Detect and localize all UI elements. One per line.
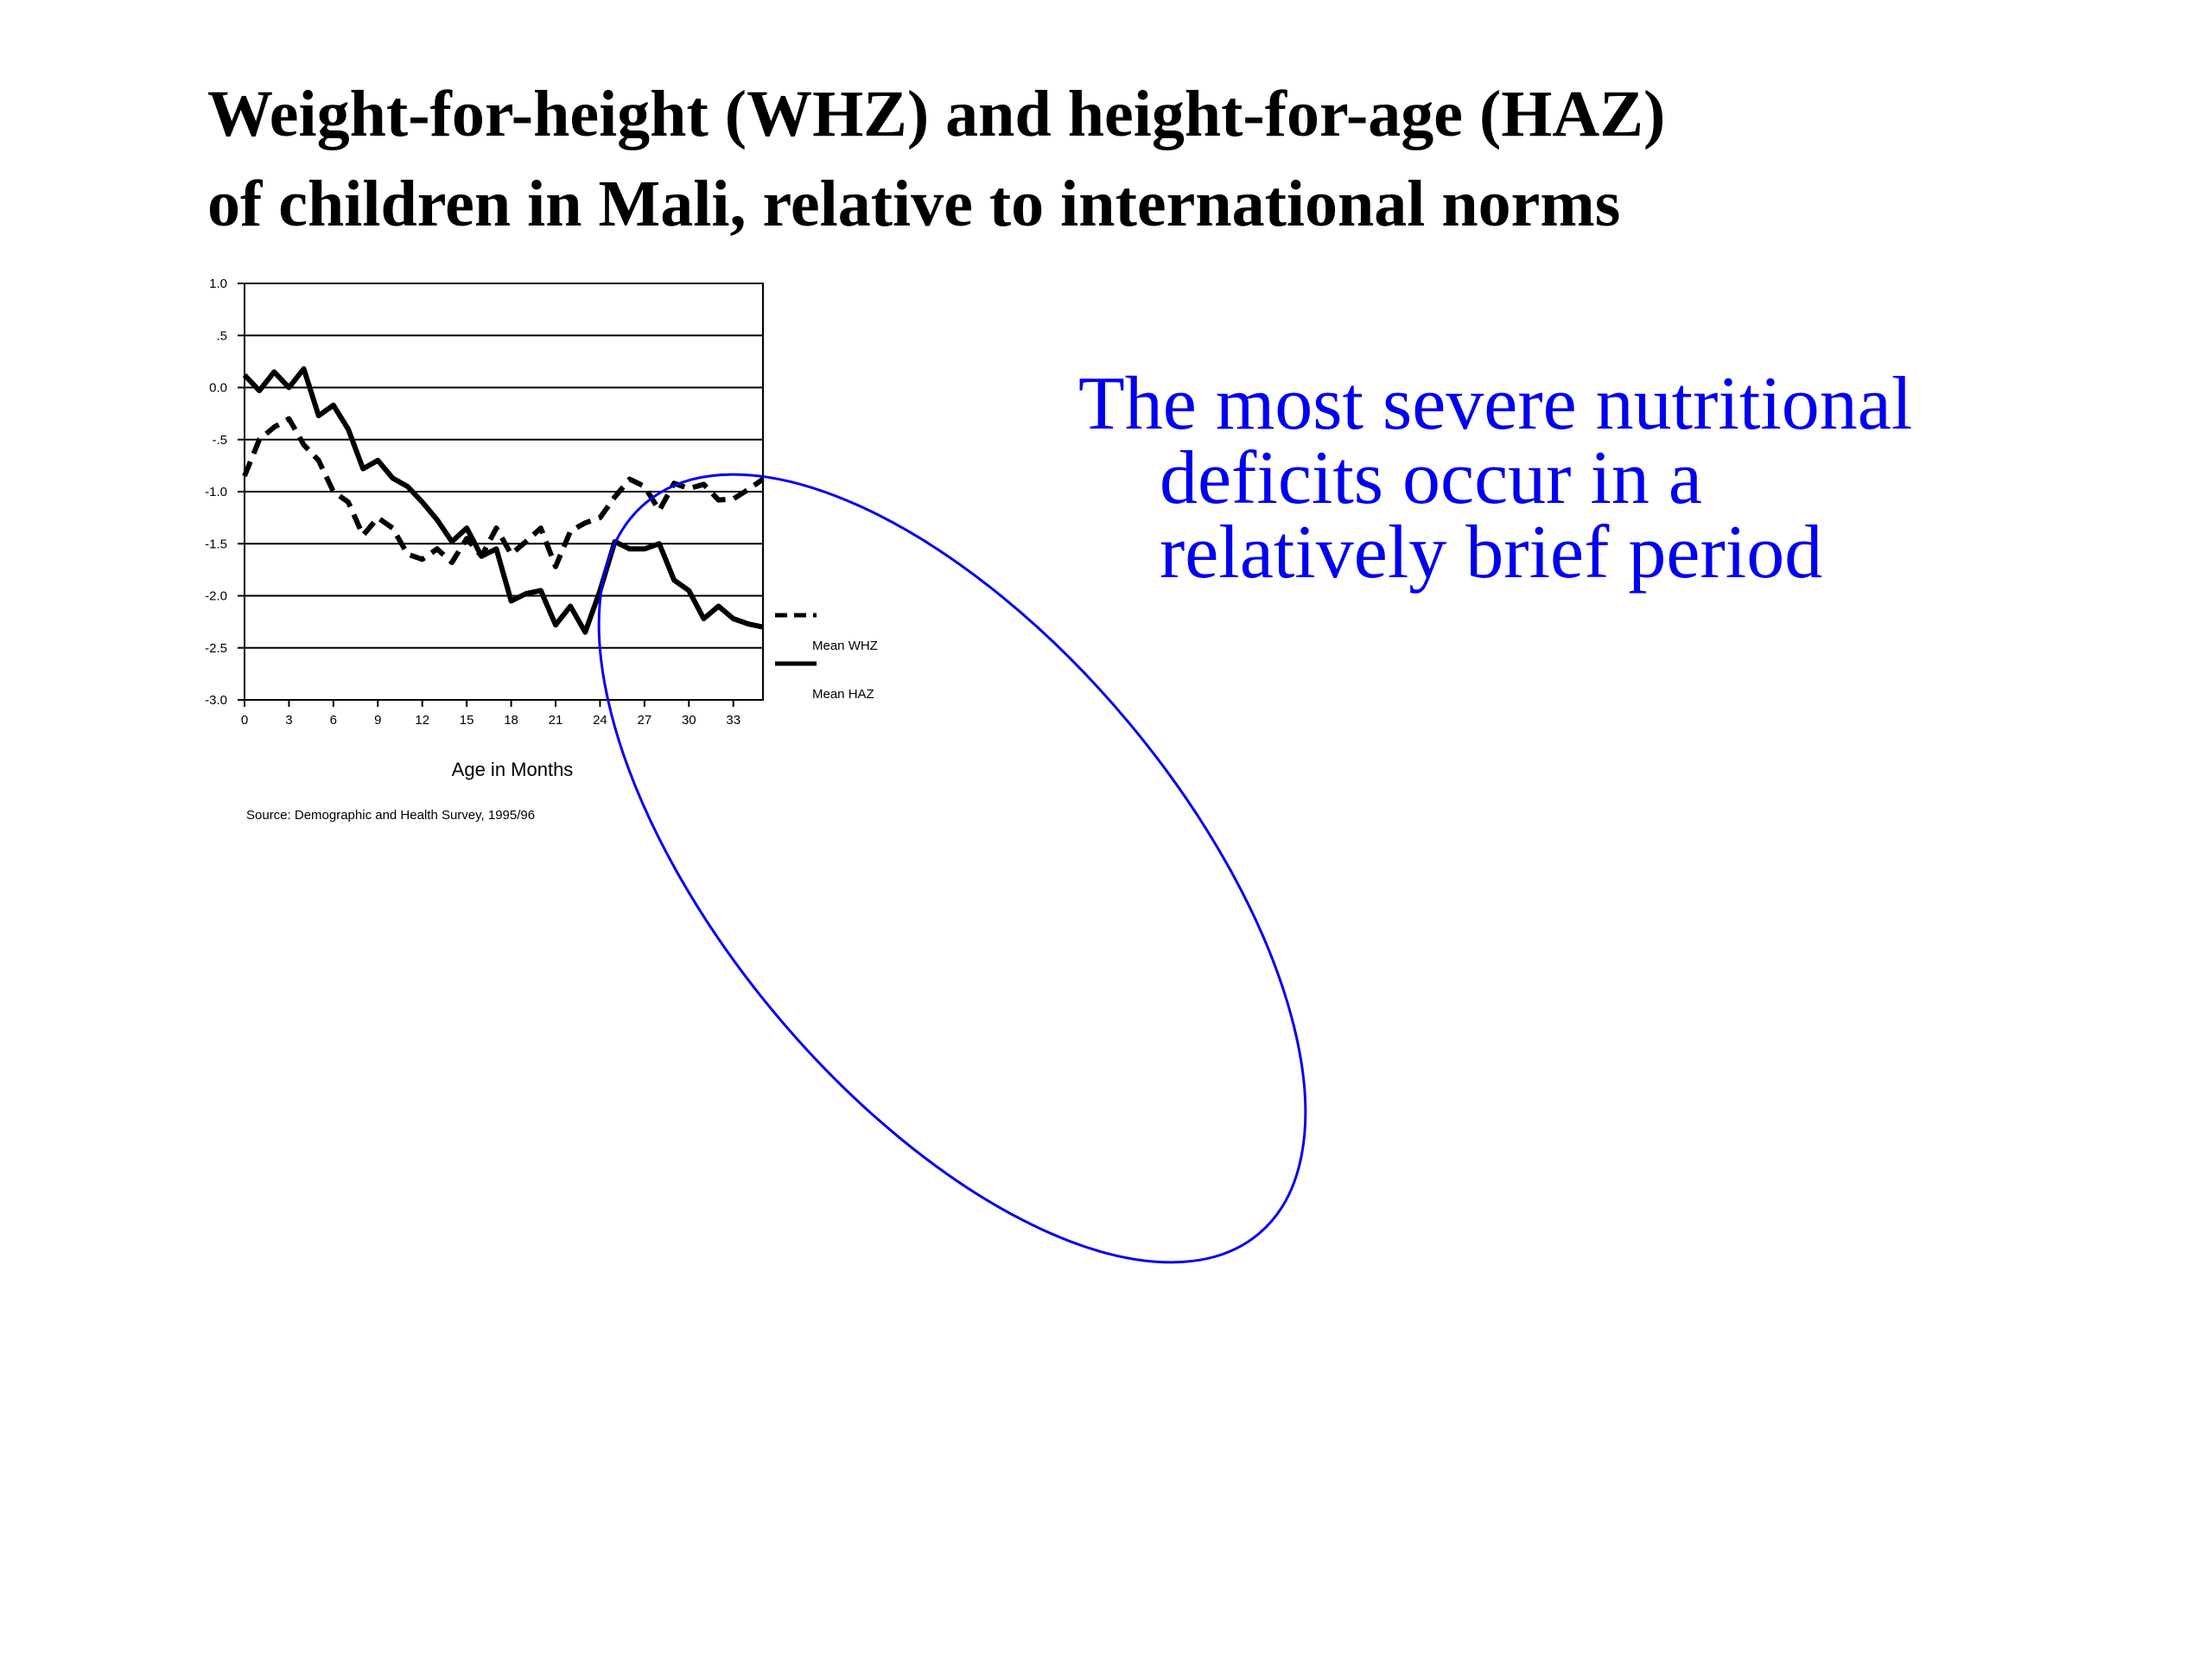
slide-title: Weight-for-height (WHZ) and height-for-a… bbox=[207, 69, 1936, 249]
legend-label: Mean HAZ bbox=[812, 687, 874, 702]
x-axis-label: Age in Months bbox=[452, 759, 574, 780]
slide-title-line: Weight-for-height (WHZ) and height-for-a… bbox=[207, 78, 1666, 150]
y-tick-label: 1.0 bbox=[209, 276, 227, 291]
x-tick-label: 18 bbox=[504, 713, 518, 728]
x-tick-label: 3 bbox=[285, 713, 292, 728]
x-tick-label: 33 bbox=[726, 713, 741, 728]
y-tick-label: 0.0 bbox=[209, 381, 227, 396]
y-tick-label: -1.5 bbox=[205, 537, 227, 551]
y-tick-label: .5 bbox=[216, 328, 227, 343]
x-tick-label: 9 bbox=[374, 713, 381, 728]
x-tick-label: 21 bbox=[549, 713, 563, 728]
x-tick-label: 0 bbox=[241, 713, 248, 728]
callout-line: relatively brief period bbox=[1160, 511, 1823, 594]
x-tick-label: 24 bbox=[593, 713, 607, 728]
x-axis-ticks: 0 3 6 9 12 15 18 21 24 27 30 33 bbox=[241, 700, 741, 728]
x-tick-label: 15 bbox=[460, 713, 474, 728]
legend: Mean WHZ Mean HAZ bbox=[775, 613, 878, 702]
x-tick-label: 30 bbox=[682, 713, 696, 728]
x-tick-label: 12 bbox=[415, 713, 429, 728]
grid-lines bbox=[245, 283, 763, 701]
series-line-mean-haz bbox=[242, 365, 764, 635]
y-tick-label: -2.5 bbox=[205, 641, 227, 656]
callout-line: The most severe nutritional bbox=[1078, 362, 1913, 446]
slide-title-line: of children in Mali, relative to interna… bbox=[207, 168, 1621, 240]
y-axis-ticks: 1.0 .5 0.0 -.5 -1.0 -1.5 -2.0 -2.5 -3.0 bbox=[205, 276, 245, 708]
callout-text: The most severe nutritional deficits occ… bbox=[1078, 362, 2202, 594]
highlight-ellipse bbox=[597, 473, 1307, 1264]
callout-line: deficits occur in a bbox=[1160, 436, 1702, 520]
legend-label: Mean WHZ bbox=[812, 639, 878, 653]
source-note: Source: Demographic and Health Survey, 1… bbox=[246, 808, 535, 823]
series-lines bbox=[242, 365, 765, 635]
y-tick-label: -1.0 bbox=[205, 485, 227, 499]
y-tick-label: -.5 bbox=[212, 433, 227, 448]
x-tick-label: 27 bbox=[638, 713, 652, 728]
x-tick-label: 6 bbox=[330, 713, 337, 728]
y-tick-label: -3.0 bbox=[205, 693, 227, 708]
y-tick-label: -2.0 bbox=[205, 589, 227, 604]
